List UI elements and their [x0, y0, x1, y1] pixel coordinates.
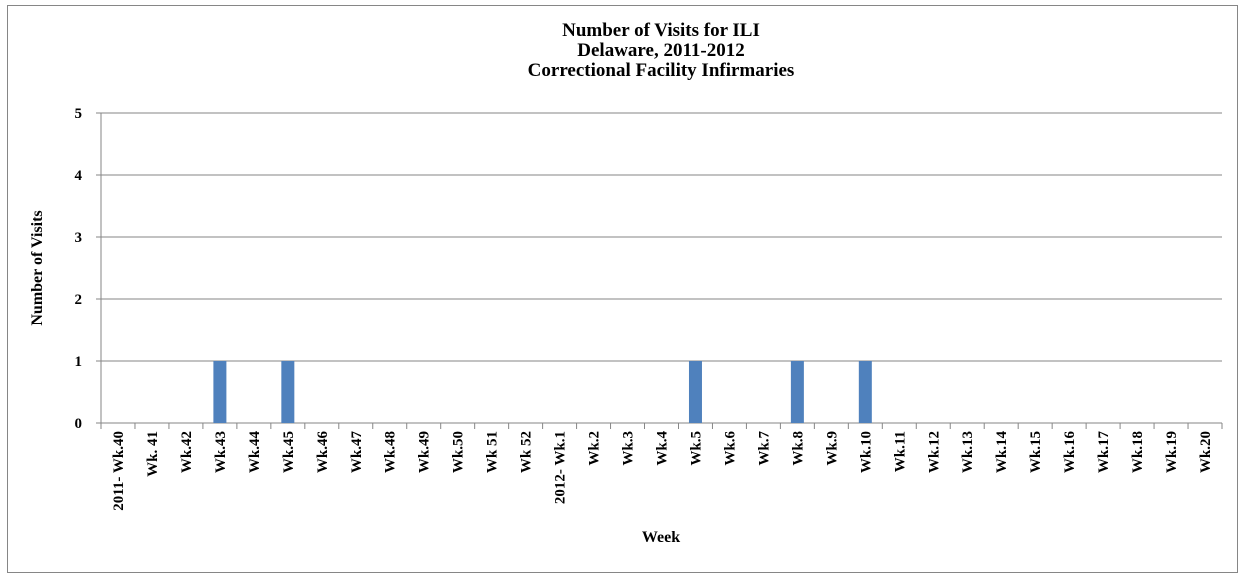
x-tick-label: Wk.10 [858, 431, 874, 473]
x-tick-label: Wk.4 [655, 431, 671, 466]
x-tick-label: Wk.3 [621, 431, 637, 466]
x-tick-label: Wk.44 [247, 431, 263, 474]
bar [858, 361, 872, 423]
chart-title: Number of Visits for ILI [562, 20, 760, 41]
x-tick-label: Wk.13 [960, 431, 976, 473]
x-tick-label: Wk 51 [485, 431, 501, 473]
x-tick-label: Wk.15 [1028, 431, 1044, 473]
y-tick-label: 5 [75, 106, 83, 122]
bar [213, 361, 227, 423]
y-tick-label: 3 [75, 230, 83, 246]
y-tick-label: 2 [75, 292, 83, 308]
x-tick-label: Wk.11 [892, 431, 908, 472]
bar [688, 361, 702, 423]
x-tick-label: Wk.6 [722, 431, 738, 466]
x-tick-label: Wk 52 [519, 431, 535, 473]
x-tick-label: Wk.20 [1198, 431, 1214, 473]
x-tick-label: Wk. 41 [145, 431, 161, 477]
x-tick-label: 2012- Wk.1 [553, 431, 569, 504]
y-tick-label: 1 [75, 354, 83, 370]
x-tick-label: Wk.8 [790, 431, 806, 466]
x-tick-label: Wk.7 [756, 431, 772, 466]
bar [790, 361, 804, 423]
x-tick-label: 2011- Wk.40 [111, 431, 127, 511]
x-tick-label: Wk.43 [213, 431, 229, 473]
x-tick-label: Wk.14 [994, 431, 1010, 474]
y-tick-label: 4 [75, 168, 83, 184]
x-tick-label: Wk.19 [1164, 431, 1180, 473]
x-tick-label: Wk.17 [1096, 431, 1112, 474]
x-tick-label: Wk.9 [824, 431, 840, 466]
x-tick-label: Wk.50 [451, 431, 467, 473]
y-tick-label: 0 [75, 416, 83, 432]
x-tick-label: Wk.5 [688, 431, 704, 466]
x-tick-label: Wk.12 [926, 431, 942, 473]
x-tick-label: Wk.45 [281, 431, 297, 473]
x-axis-label: Week [642, 529, 680, 546]
x-tick-label: Wk.18 [1130, 431, 1146, 473]
x-tick-label: Wk.46 [315, 431, 331, 474]
x-tick-label: Wk.42 [179, 431, 195, 473]
x-tick-label: Wk.48 [383, 431, 399, 473]
chart-border [7, 5, 1238, 573]
y-axis-label: Number of Visits [29, 210, 46, 325]
chart-title: Correctional Facility Infirmaries [528, 60, 795, 81]
x-tick-label: Wk.16 [1062, 431, 1078, 474]
x-tick-label: Wk.2 [587, 431, 603, 466]
bar [281, 361, 295, 423]
chart-title: Delaware, 2011-2012 [577, 40, 744, 61]
x-tick-label: Wk.49 [417, 431, 433, 473]
x-tick-label: Wk.47 [349, 431, 365, 474]
